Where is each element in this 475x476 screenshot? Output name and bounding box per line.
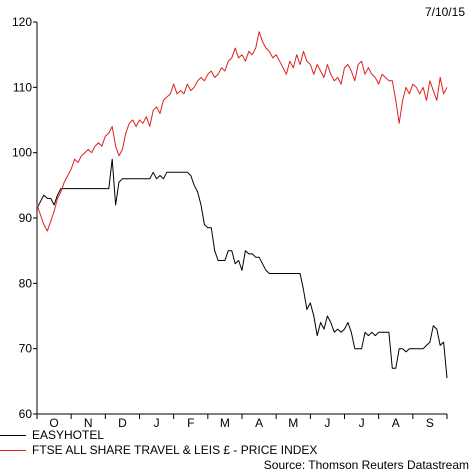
x-tick-label: J (324, 416, 330, 430)
x-tick-label: A (392, 416, 400, 430)
legend-entry-easyhotel: EASYHOTEL (0, 428, 104, 442)
x-tick-label: O (49, 416, 58, 430)
series-line-0 (36, 158, 448, 379)
x-tick-label: N (84, 416, 93, 430)
x-tick-label: A (255, 416, 263, 430)
y-tick-label: 70 (19, 342, 33, 356)
x-tick-label: M (220, 416, 230, 430)
x-tick-label: D (118, 416, 127, 430)
y-tick-label: 80 (19, 276, 33, 290)
legend-swatch-red (0, 449, 26, 451)
date-label: 7/10/15 (424, 5, 465, 19)
x-tick-label: J (359, 416, 365, 430)
y-tick-label: 90 (19, 211, 33, 225)
y-tick-label: 110 (13, 80, 32, 94)
x-tick-label: S (426, 416, 434, 430)
legend-entry-ftse: FTSE ALL SHARE TRAVEL & LEIS £ - PRICE I… (0, 443, 317, 457)
x-tick-label: F (187, 416, 194, 430)
x-tick-label: J (154, 416, 160, 430)
series-lines (36, 31, 448, 379)
source-note: Source: Thomson Reuters Datastream (263, 458, 469, 472)
x-tick-label: M (288, 416, 298, 430)
legend-label-easyhotel: EASYHOTEL (32, 428, 105, 442)
series-line-1 (36, 31, 448, 232)
y-tick-label: 100 (12, 146, 32, 160)
y-tick-label: 120 (12, 15, 32, 29)
legend-label-ftse: FTSE ALL SHARE TRAVEL & LEIS £ - PRICE I… (32, 443, 318, 457)
y-axis-ticks: 60 70 80 90 100 110 120 (12, 15, 37, 421)
chart-axes (36, 22, 447, 415)
legend-swatch-black (0, 434, 26, 436)
y-tick-label: 60 (19, 407, 33, 421)
